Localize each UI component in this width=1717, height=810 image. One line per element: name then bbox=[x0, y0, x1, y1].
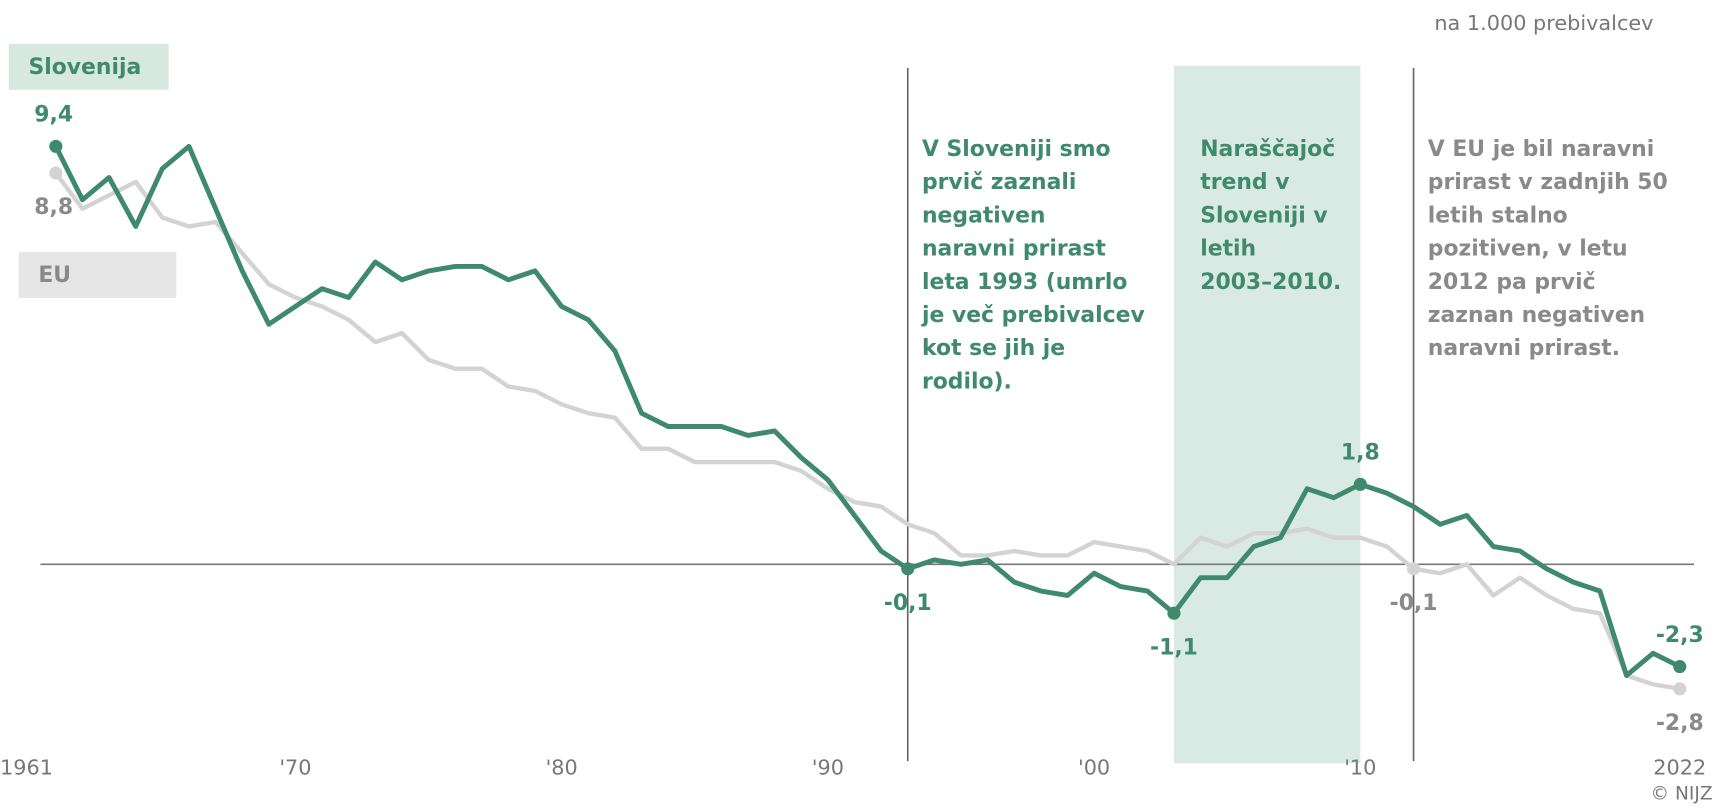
annotation-text: naravni prirast bbox=[922, 237, 1106, 262]
data-label: -2,3 bbox=[1656, 623, 1704, 648]
data-label: -0,1 bbox=[1390, 591, 1438, 616]
annotation-text: V Sloveniji smo bbox=[922, 137, 1111, 162]
annotation-text: prvič zaznali bbox=[922, 170, 1076, 195]
series-line bbox=[53, 143, 1681, 678]
annotation-text: 2003–2010. bbox=[1200, 270, 1341, 295]
x-tick-label: '80 bbox=[546, 756, 578, 780]
annotation-text: letih stalno bbox=[1428, 203, 1568, 228]
data-label: -2,8 bbox=[1656, 711, 1704, 736]
unit-label: na 1.000 prebivalcev bbox=[1434, 11, 1653, 35]
point-marker bbox=[1673, 660, 1687, 674]
annotation-text: negativen bbox=[922, 203, 1046, 228]
annotation-text: letih bbox=[1200, 237, 1256, 262]
data-label: -0,1 bbox=[884, 591, 932, 616]
point-marker bbox=[1673, 682, 1687, 696]
annotation-text: je več prebivalcev bbox=[921, 303, 1145, 328]
point-marker bbox=[1406, 562, 1421, 576]
annotation-text: rodilo). bbox=[922, 369, 1012, 394]
annotation-text: pozitiven, v letu bbox=[1428, 237, 1628, 262]
x-tick-label: '00 bbox=[1078, 756, 1110, 780]
annotation-text: naravni prirast. bbox=[1428, 336, 1620, 361]
annotation-text: Naraščajoč bbox=[1200, 137, 1335, 162]
x-tick-label: 1961 bbox=[0, 756, 53, 780]
point-marker bbox=[1167, 606, 1181, 620]
point-marker bbox=[1353, 477, 1367, 491]
data-label: 1,8 bbox=[1341, 441, 1380, 466]
data-label: 8,8 bbox=[34, 195, 73, 220]
annotation-text: V EU je bil naravni bbox=[1428, 137, 1654, 162]
annotation-text: prirast v zadnjih 50 bbox=[1428, 170, 1668, 195]
x-tick-label: 2022 bbox=[1653, 756, 1706, 780]
x-tick-label: '10 bbox=[1344, 756, 1376, 780]
point-marker bbox=[49, 166, 63, 180]
legend-label: Slovenija bbox=[28, 55, 141, 80]
annotation-text: kot se jih je bbox=[922, 336, 1065, 361]
point-marker bbox=[49, 139, 63, 153]
annotation-text: zaznan negativen bbox=[1428, 303, 1645, 328]
legend-box bbox=[8, 43, 169, 90]
point-marker bbox=[901, 562, 915, 576]
highlight-band bbox=[1173, 65, 1361, 764]
annotation-text: Sloveniji v bbox=[1200, 203, 1327, 228]
source: © NIJZ bbox=[1650, 783, 1712, 804]
x-tick-label: '90 bbox=[812, 756, 844, 780]
legend-box bbox=[18, 251, 177, 298]
x-tick-label: '70 bbox=[279, 756, 311, 780]
annotation-text: leta 1993 (umrlo bbox=[922, 270, 1128, 295]
annotation-text: trend v bbox=[1200, 170, 1289, 195]
data-label: -1,1 bbox=[1150, 635, 1198, 660]
annotation-text: 2012 pa prvič bbox=[1428, 270, 1596, 295]
legend-label: EU bbox=[38, 263, 71, 288]
data-label: 9,4 bbox=[34, 103, 73, 128]
